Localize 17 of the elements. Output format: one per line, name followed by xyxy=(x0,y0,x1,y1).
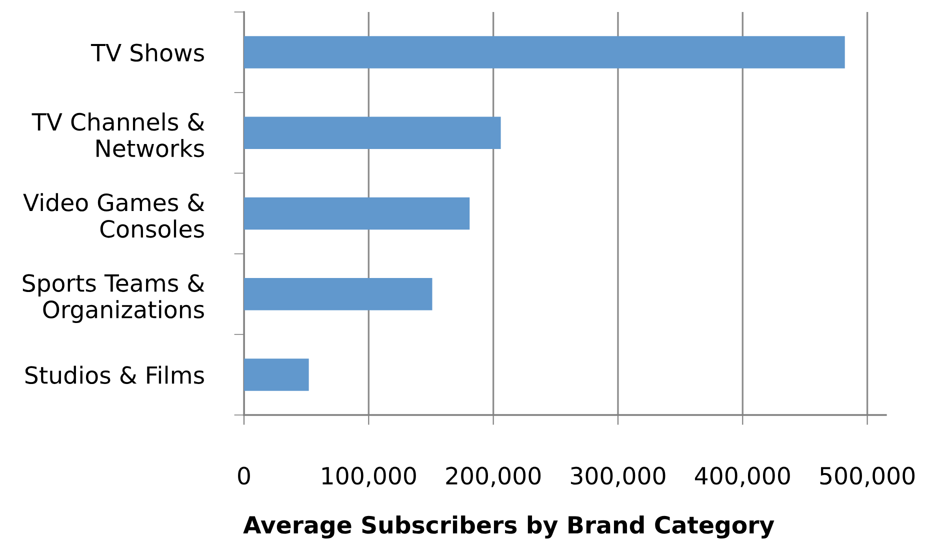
y-tick-label: Studios & Films xyxy=(25,366,204,384)
x-tick-label: 400,000 xyxy=(694,466,790,488)
x-tick-label: 200,000 xyxy=(446,466,541,488)
text: Average Subscribers by Brand Category xyxy=(243,515,774,539)
y-tick-label: TV Channels & Networks xyxy=(32,112,204,158)
x-tick-label: 500,000 xyxy=(820,466,915,488)
y-tick-label: TV Shows xyxy=(90,43,204,62)
bar xyxy=(244,36,845,68)
x-tick-label: 0 xyxy=(238,466,250,485)
y-tick-label: Sports Teams & Organizations xyxy=(22,274,204,323)
bar xyxy=(244,278,432,310)
x-tick-label: 100,000 xyxy=(322,466,416,488)
bar xyxy=(244,197,470,230)
bar xyxy=(244,358,309,391)
y-tick-label: Video Games & Consoles xyxy=(23,193,204,238)
x-tick-label: 300,000 xyxy=(570,466,666,488)
bar xyxy=(244,116,501,150)
